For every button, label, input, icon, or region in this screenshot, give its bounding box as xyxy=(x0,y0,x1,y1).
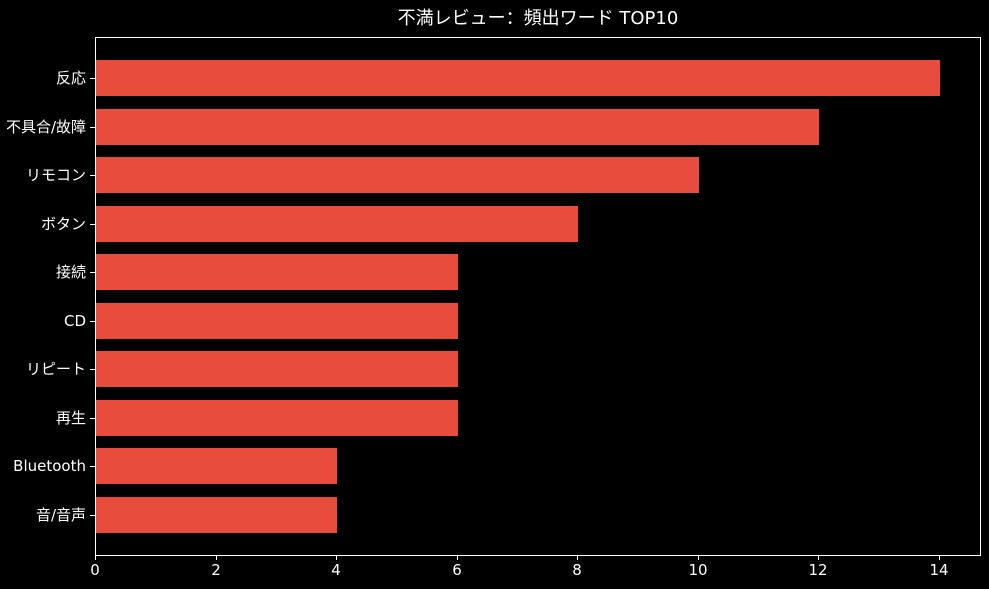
y-tick-mark xyxy=(90,272,95,273)
x-tick-mark xyxy=(95,556,96,560)
bar xyxy=(96,254,458,290)
x-tick-label: 12 xyxy=(808,561,828,579)
bar xyxy=(96,206,578,242)
y-tick-label: 不具合/故障 xyxy=(5,118,86,136)
y-tick-label: CD xyxy=(63,312,86,330)
bar xyxy=(96,448,337,484)
x-tick-label: 0 xyxy=(90,561,100,579)
y-tick-label: 再生 xyxy=(55,409,86,427)
bar xyxy=(96,400,458,436)
y-tick-mark xyxy=(90,224,95,225)
bar xyxy=(96,157,699,193)
x-tick-mark xyxy=(457,556,458,560)
plot-area xyxy=(95,37,981,556)
y-tick-label: 音/音声 xyxy=(35,506,86,524)
y-tick-label: リピート xyxy=(25,360,86,378)
x-tick-mark xyxy=(698,556,699,560)
y-tick-mark xyxy=(90,369,95,370)
x-tick-mark xyxy=(939,556,940,560)
x-tick-label: 14 xyxy=(929,561,949,579)
y-tick-mark xyxy=(90,321,95,322)
y-tick-mark xyxy=(90,78,95,79)
y-tick-mark xyxy=(90,466,95,467)
y-tick-mark xyxy=(90,515,95,516)
y-tick-label: ボタン xyxy=(40,215,86,233)
bar xyxy=(96,497,337,533)
bar xyxy=(96,60,940,96)
chart-title: 不満レビュー：頻出ワード TOP10 xyxy=(397,8,679,29)
y-tick-label: 反応 xyxy=(55,69,86,87)
x-tick-label: 8 xyxy=(572,561,582,579)
x-tick-mark xyxy=(336,556,337,560)
bar xyxy=(96,303,458,339)
y-tick-mark xyxy=(90,418,95,419)
x-tick-label: 2 xyxy=(211,561,221,579)
y-tick-mark xyxy=(90,175,95,176)
x-tick-mark xyxy=(577,556,578,560)
bar xyxy=(96,109,819,145)
x-tick-label: 10 xyxy=(688,561,708,579)
bar xyxy=(96,351,458,387)
x-tick-label: 4 xyxy=(331,561,341,579)
y-tick-label: 接続 xyxy=(55,263,86,281)
y-tick-mark xyxy=(90,127,95,128)
x-tick-label: 6 xyxy=(452,561,462,579)
x-tick-mark xyxy=(216,556,217,560)
x-tick-mark xyxy=(818,556,819,560)
y-tick-label: Bluetooth xyxy=(13,457,86,475)
y-tick-label: リモコン xyxy=(25,166,86,184)
